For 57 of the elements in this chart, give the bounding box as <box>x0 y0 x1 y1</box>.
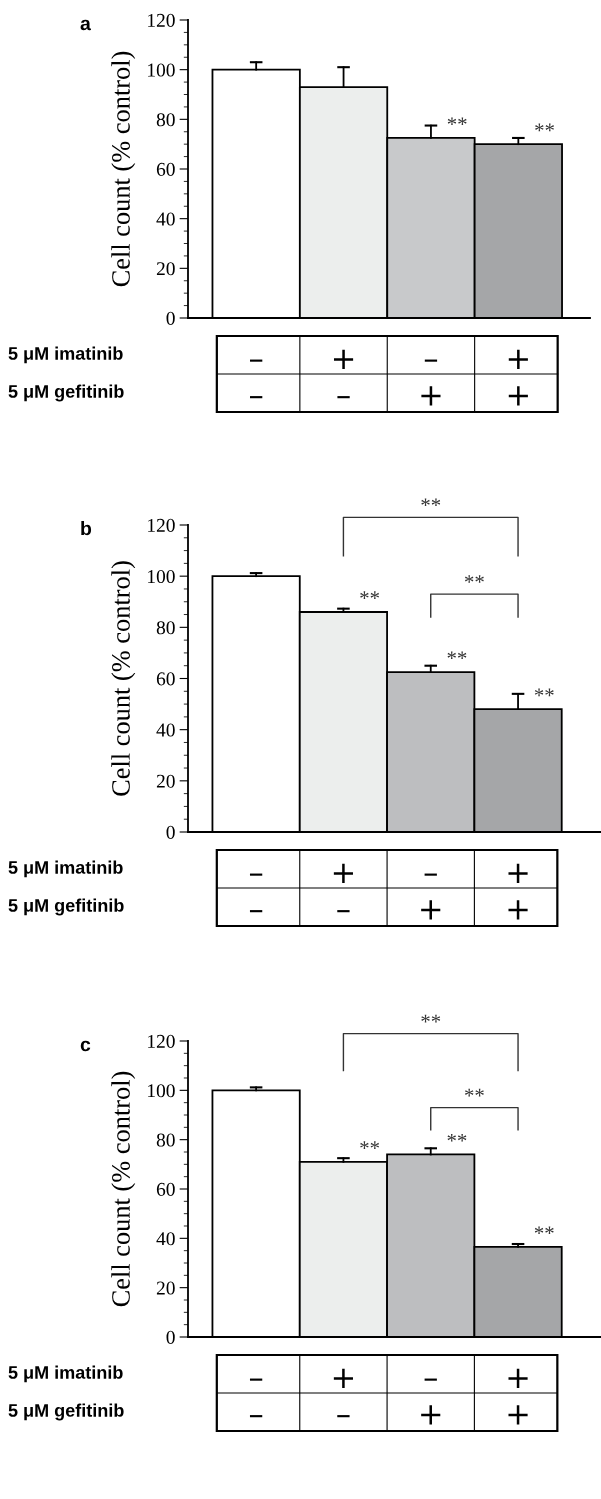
y-tick-label: 120 <box>148 1034 175 1048</box>
text: ** <box>421 498 441 507</box>
text: 5 μM imatinib <box>8 860 123 878</box>
data-label: ** <box>360 591 380 599</box>
data-label: ** <box>447 117 467 126</box>
x-tick-label: – + <box>421 359 441 406</box>
y-tick-label: 20 <box>156 774 175 788</box>
x-tick-label: + + <box>508 349 528 406</box>
y-tick-label: 80 <box>156 621 175 635</box>
data-label: ** <box>447 651 467 660</box>
y-tick-label: 120 <box>148 13 175 27</box>
text: 5 μM gefitinib <box>8 384 124 402</box>
y-tick-label: 20 <box>156 1281 175 1295</box>
text: 5 μM imatinib <box>8 346 123 364</box>
annotation: ** <box>465 575 484 583</box>
y-tick-label: 100 <box>148 63 175 77</box>
text: ** <box>421 1014 441 1023</box>
y-axis-title: Cell count (% control) <box>111 561 136 796</box>
y-tick-label: 40 <box>156 212 175 226</box>
x-tick-label: + – <box>333 863 353 913</box>
annotation: ** <box>465 1088 484 1097</box>
y-tick-label: 40 <box>156 1232 175 1246</box>
data-label: ** <box>535 123 554 132</box>
y-tick-label: 60 <box>156 1182 175 1196</box>
x-tick-label: + – <box>333 1368 353 1418</box>
y-tick-label: 0 <box>166 825 175 839</box>
data-label: ** <box>447 1133 467 1142</box>
x-tick-label: + + <box>508 863 528 920</box>
y-tick-label: 0 <box>166 311 175 325</box>
x-tick-label: – – <box>249 873 263 913</box>
x-tick-label: – + <box>421 1378 441 1425</box>
x-tick-label: – – <box>249 1378 263 1418</box>
y-tick-label: 60 <box>156 672 175 686</box>
text: 5 μM gefitinib <box>8 898 124 916</box>
y-tick-label: 120 <box>148 518 175 532</box>
chart-title: b <box>81 521 92 536</box>
chart-title: c <box>80 1040 91 1052</box>
y-tick-label: 60 <box>156 162 175 176</box>
y-tick-label: 100 <box>148 569 175 584</box>
y-tick-label: 100 <box>148 1084 175 1098</box>
data-label: ** <box>360 1141 380 1149</box>
y-tick-label: 80 <box>156 113 175 127</box>
x-tick-label: – – <box>250 359 263 399</box>
text: 5 μM gefitinib <box>8 1403 124 1421</box>
data-label: ** <box>534 1226 554 1235</box>
y-tick-label: 40 <box>156 723 175 737</box>
data-label: ** <box>534 688 554 697</box>
y-tick-label: 80 <box>156 1133 175 1147</box>
chart-title: a <box>80 19 91 31</box>
y-axis-title: Cell count (% control) <box>111 51 136 287</box>
x-tick-label: + – <box>333 349 354 399</box>
x-tick-label: – + <box>421 873 441 920</box>
y-tick-label: 0 <box>166 1330 175 1344</box>
x-tick-label: + + <box>508 1368 528 1425</box>
y-axis-title: Cell count (% control) <box>111 1071 136 1307</box>
text: 5 μM imatinib <box>8 1365 123 1383</box>
y-tick-label: 20 <box>156 262 175 276</box>
